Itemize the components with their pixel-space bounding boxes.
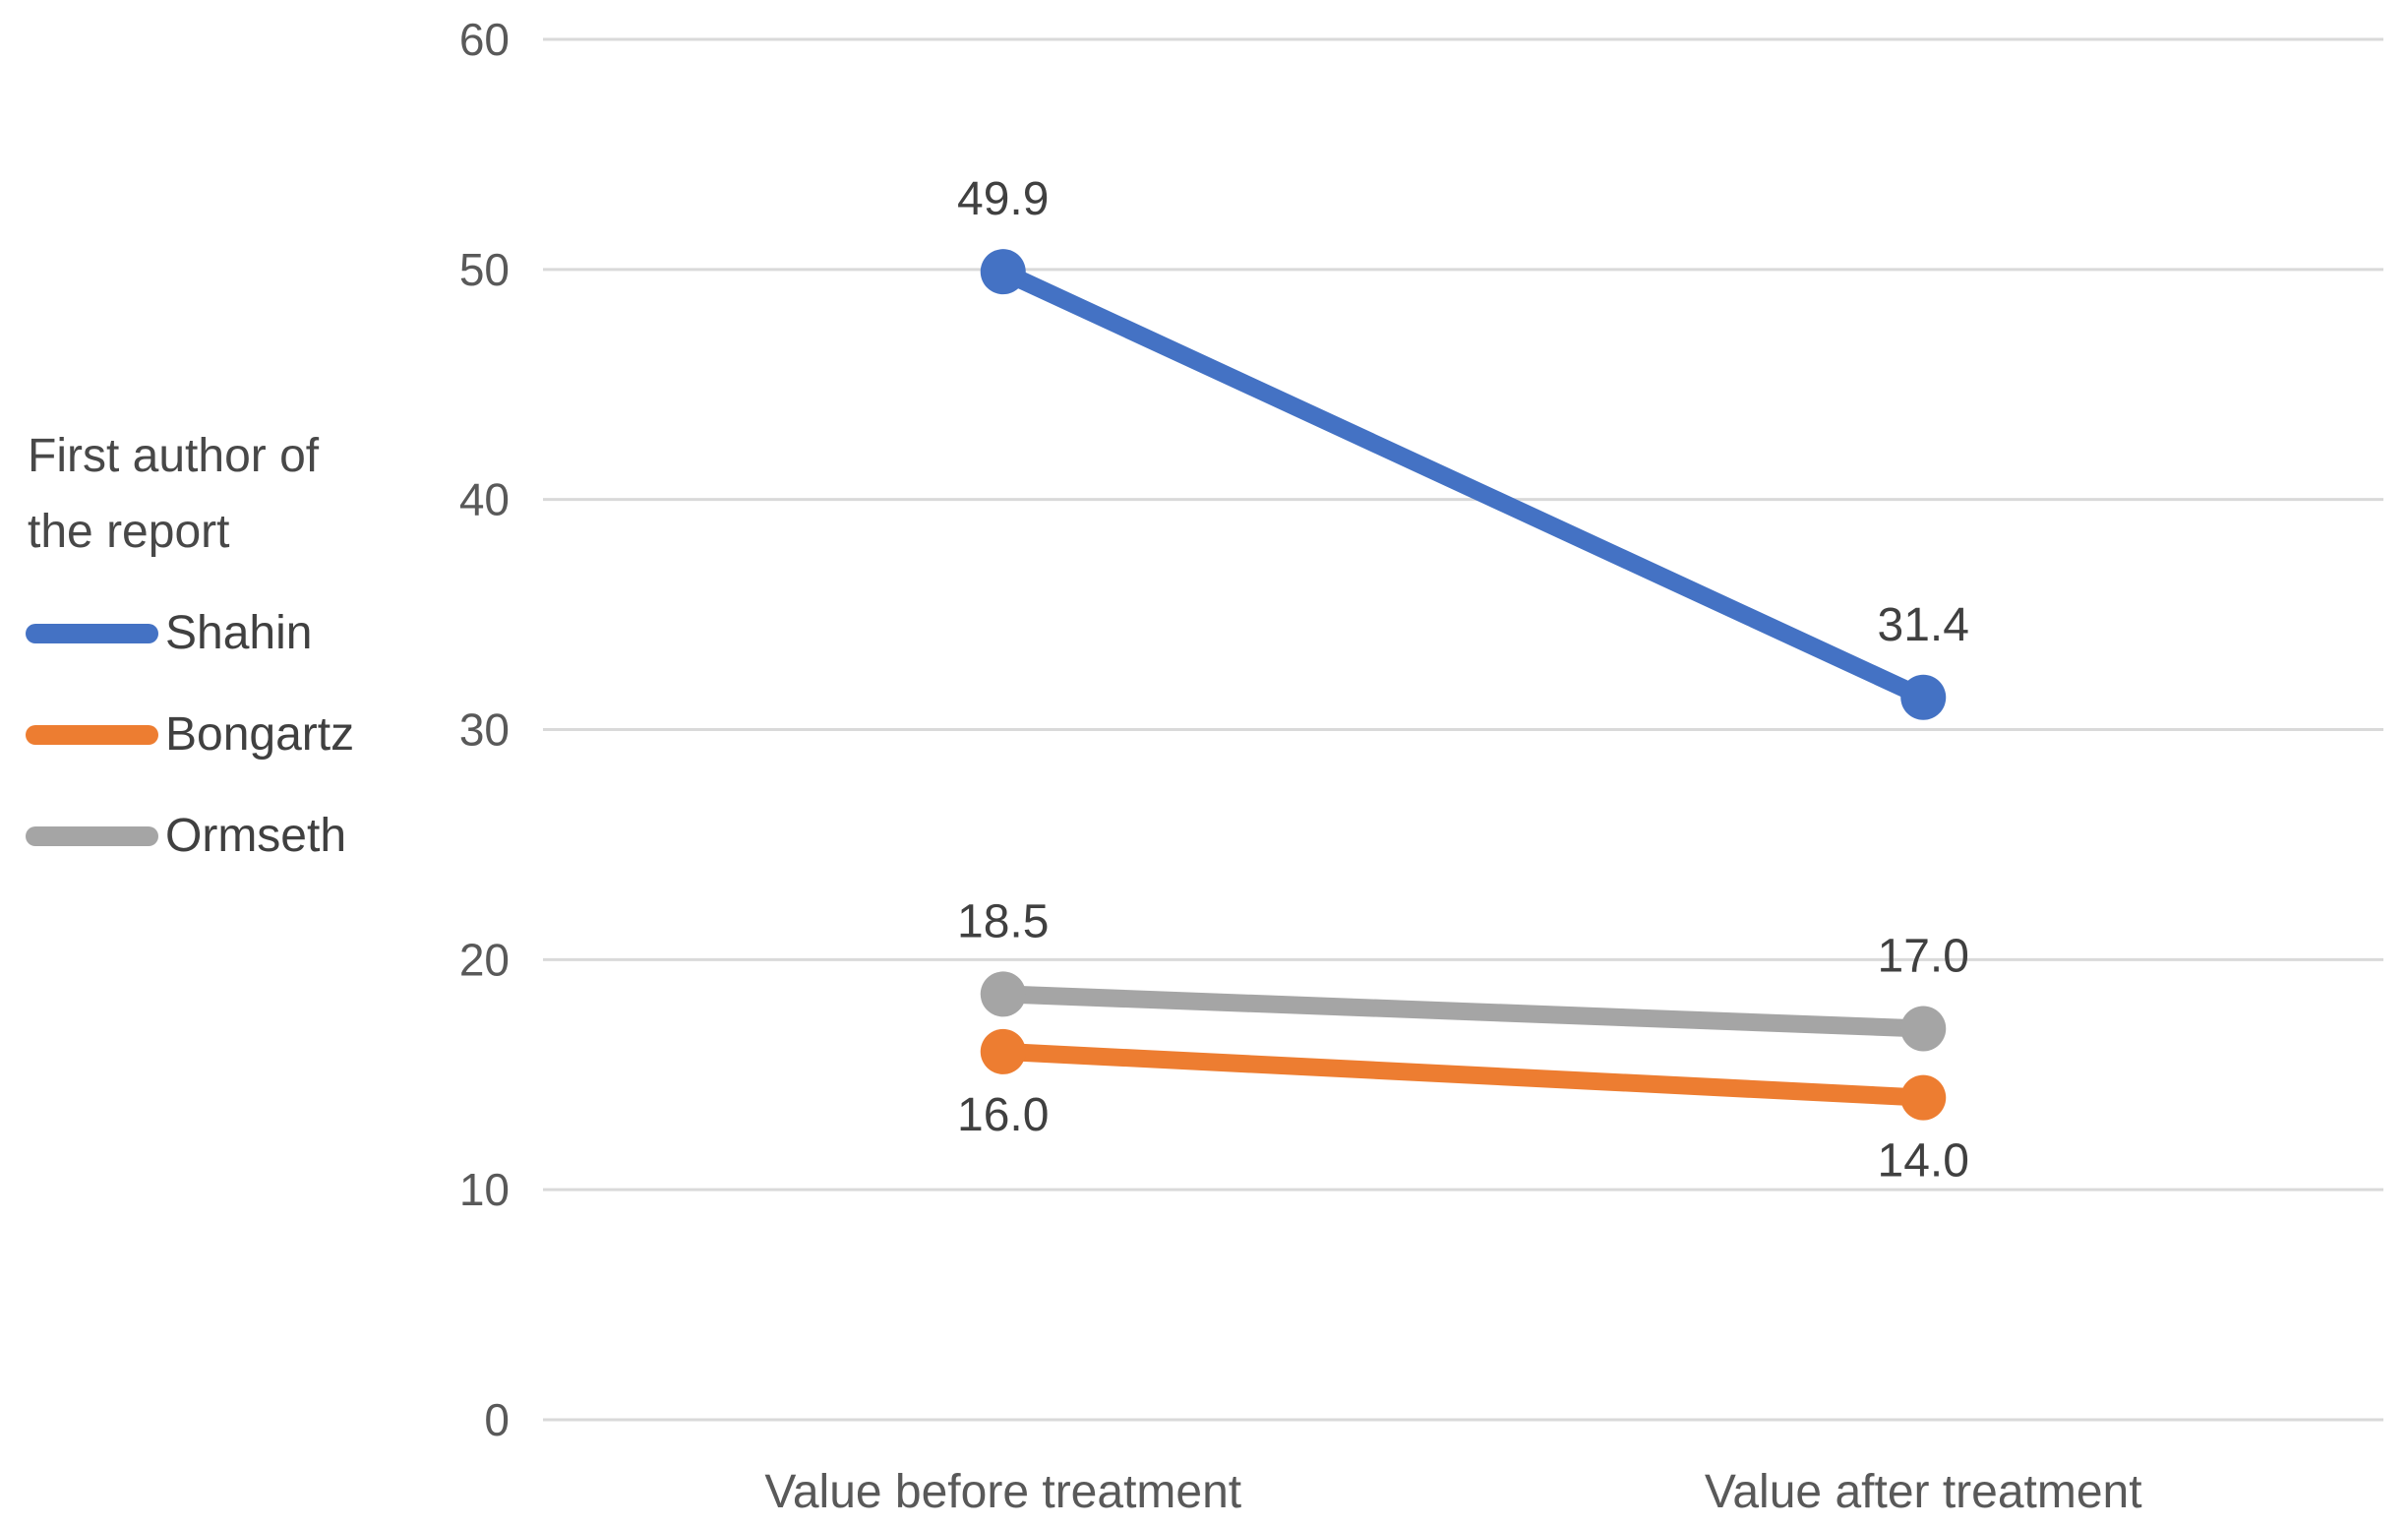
legend-item-shahin: Shahin xyxy=(26,582,354,684)
data-label-ormseth: 18.5 xyxy=(957,895,1049,947)
legend-title-line-1: First author of xyxy=(28,430,320,482)
data-point-bongartz xyxy=(980,1028,1026,1074)
data-label-bongartz: 16.0 xyxy=(957,1089,1049,1141)
series-line-bongartz xyxy=(993,1042,1933,1107)
series-line-shahin xyxy=(993,263,1933,706)
data-label-shahin: 49.9 xyxy=(957,173,1049,225)
y-axis-tick-label: 0 xyxy=(484,1394,510,1445)
data-point-shahin xyxy=(1900,674,1947,720)
y-axis-tick-label: 40 xyxy=(459,474,510,525)
data-label-shahin: 31.4 xyxy=(1878,599,1969,651)
data-point-shahin xyxy=(980,249,1026,295)
y-axis-tick-label: 20 xyxy=(459,934,510,985)
y-axis-tick-label: 30 xyxy=(459,704,510,756)
data-point-bongartz xyxy=(1900,1074,1947,1121)
x-axis-category-label: Value after treatment xyxy=(1705,1466,2142,1518)
legend-item-bongartz: Bongartz xyxy=(26,684,354,785)
legend-items: Shahin Bongartz Ormseth xyxy=(26,582,354,886)
y-axis-tick-label: 10 xyxy=(459,1164,510,1215)
legend-title: First author of the report xyxy=(28,418,319,570)
series-line-ormseth xyxy=(993,985,1933,1038)
legend-label-ormseth: Ormseth xyxy=(165,810,347,862)
legend-title-line-2: the report xyxy=(28,506,230,558)
legend-swatch-ormseth xyxy=(26,825,158,846)
data-label-bongartz: 14.0 xyxy=(1878,1135,1969,1188)
legend-swatch-shahin xyxy=(26,623,158,643)
legend-item-ormseth: Ormseth xyxy=(26,785,354,886)
legend-swatch-bongartz xyxy=(26,724,158,745)
legend-label-bongartz: Bongartz xyxy=(165,708,355,761)
data-label-ormseth: 17.0 xyxy=(1878,930,1969,982)
y-axis-tick-label: 60 xyxy=(459,14,510,65)
data-point-ormseth xyxy=(1900,1006,1947,1052)
data-point-ormseth xyxy=(980,971,1026,1017)
y-axis-tick-label: 50 xyxy=(459,244,510,295)
x-axis-category-label: Value before treatment xyxy=(764,1466,1241,1518)
legend-label-shahin: Shahin xyxy=(165,607,313,659)
